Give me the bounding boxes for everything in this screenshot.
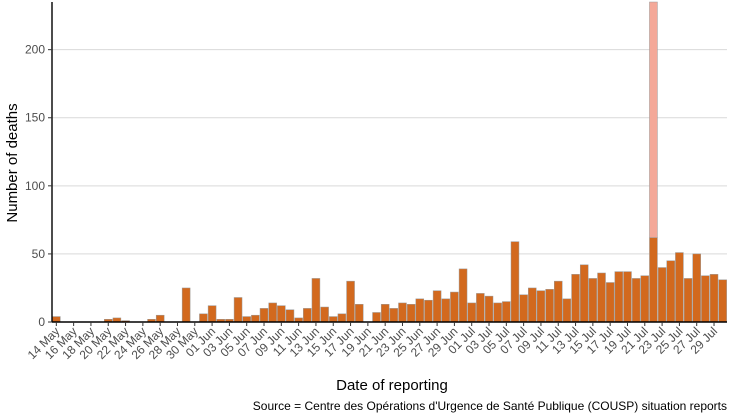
bar [484,295,494,323]
bar [675,252,684,323]
bar [354,304,364,323]
bar [424,299,433,323]
bar [649,237,658,323]
bar [320,306,329,323]
bar [432,290,442,323]
bar [199,313,208,323]
bar [554,280,563,323]
bar [579,264,589,323]
bar [476,293,485,323]
bar [259,308,269,323]
bar [268,302,277,323]
bar [406,304,416,323]
bar [337,313,347,323]
bar [657,267,667,323]
bars [52,1,727,323]
bar [545,289,554,323]
bar [346,280,355,323]
bar [458,268,468,323]
bar [614,271,624,323]
bar [562,298,572,323]
bar [372,312,381,323]
bar [277,305,286,323]
bar [666,260,675,323]
bar [631,278,641,323]
bar [242,316,251,323]
bar [52,316,61,323]
bar [303,308,312,323]
bar [528,287,537,323]
bar [692,253,701,323]
bar [510,241,520,323]
bar [181,287,191,323]
bar [380,304,390,323]
y-axis-ticks: 0 50 100 150 200 [25,43,52,329]
bar [519,294,528,323]
bar [640,275,650,323]
y-tick-label: 200 [25,43,45,57]
bar [718,279,727,323]
bar [536,290,546,323]
bar [415,298,425,323]
y-axis-title: Number of deaths [4,103,21,222]
bar-extra-segment [649,1,658,238]
bar [605,282,615,323]
bar [329,316,338,323]
y-tick-label: 50 [32,247,46,261]
bar [709,274,719,323]
y-tick-label: 150 [25,111,45,125]
source-caption: Source = Centre des Opérations d'Urgence… [253,399,727,413]
y-tick-label: 0 [38,315,45,329]
bar [398,302,407,323]
bar [311,278,321,323]
bar [467,302,476,323]
y-tick-label: 100 [25,179,45,193]
x-axis-title: Date of reporting [336,377,448,394]
bar [502,301,511,323]
bar [571,274,580,323]
bar [597,272,606,323]
bar [155,314,165,323]
bar [251,314,260,323]
bar [441,298,450,323]
bar [233,297,243,323]
bar [450,291,459,323]
bar [588,278,598,323]
bar [683,278,693,323]
bar [701,275,710,323]
bar [623,271,632,323]
bar [493,302,502,323]
bar [207,305,217,323]
bar [285,309,295,323]
bar [389,308,399,323]
